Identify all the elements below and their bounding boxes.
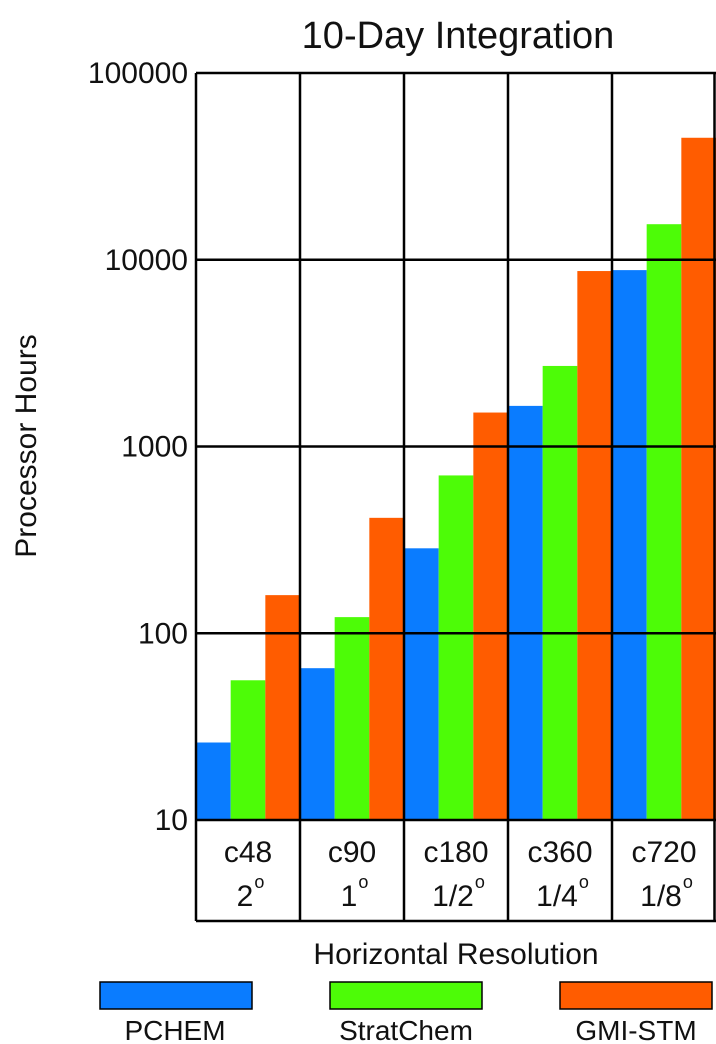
bar-stratchem-c48 — [230, 680, 266, 820]
bar-gmi-stm-c90 — [369, 517, 404, 820]
y-tick-label: 1000 — [121, 431, 188, 464]
legend-swatch-pchem — [99, 981, 253, 1010]
category-resolution: 1/8 — [640, 880, 682, 913]
bar-gmi-stm-c360 — [577, 271, 612, 820]
y-tick-label: 10000 — [105, 244, 188, 277]
y-tick-label: 100 — [138, 617, 188, 650]
category-name: c360 — [527, 836, 592, 869]
degree-symbol: o — [683, 872, 693, 892]
bar-pchem-c180 — [404, 548, 439, 820]
legend-label-gmi-stm: GMI-STM — [575, 1015, 696, 1044]
bar-pchem-c48 — [196, 742, 231, 820]
legend-swatch-stratchem — [329, 981, 483, 1010]
bar-stratchem-c360 — [542, 365, 578, 820]
bar-stratchem-c720 — [646, 224, 682, 820]
y-tick-label: 100000 — [88, 57, 188, 90]
chart-title: 10-Day Integration — [302, 15, 615, 57]
y-axis-label: Processor Hours — [10, 334, 43, 557]
category-resolution: 1/2 — [432, 880, 474, 913]
degree-symbol: o — [254, 872, 264, 892]
grid-layer — [194, 71, 716, 923]
bar-pchem-c360 — [508, 405, 543, 820]
y-tick-labels: 100000 10000 1000 100 10 — [88, 57, 188, 837]
x-axis-label: Horizontal Resolution — [313, 938, 598, 971]
degree-symbol: o — [358, 872, 368, 892]
bar-stratchem-c90 — [334, 617, 370, 820]
category-name: c90 — [328, 836, 376, 869]
bars-layer — [196, 137, 716, 820]
category-resolution: 1 — [341, 880, 358, 913]
legend-label-pchem: PCHEM — [124, 1015, 225, 1044]
legend-swatch-gmi-stm — [559, 981, 713, 1010]
legend-label-stratchem: StratChem — [339, 1015, 473, 1044]
bar-gmi-stm-c48 — [265, 595, 300, 820]
bar-pchem-c90 — [300, 668, 335, 820]
category-resolution: 1/4 — [536, 880, 578, 913]
category-name: c48 — [224, 836, 272, 869]
bar-gmi-stm-c720 — [681, 137, 716, 820]
category-resolution: 2 — [237, 880, 254, 913]
category-name: c720 — [631, 836, 696, 869]
legend: PCHEM StratChem GMI-STM — [99, 981, 713, 1044]
bar-gmi-stm-c180 — [473, 412, 508, 820]
y-tick-label: 10 — [155, 804, 188, 837]
bar-pchem-c720 — [612, 270, 647, 820]
degree-symbol: o — [579, 872, 589, 892]
bar-stratchem-c180 — [438, 475, 474, 820]
category-name: c180 — [423, 836, 488, 869]
degree-symbol: o — [475, 872, 485, 892]
